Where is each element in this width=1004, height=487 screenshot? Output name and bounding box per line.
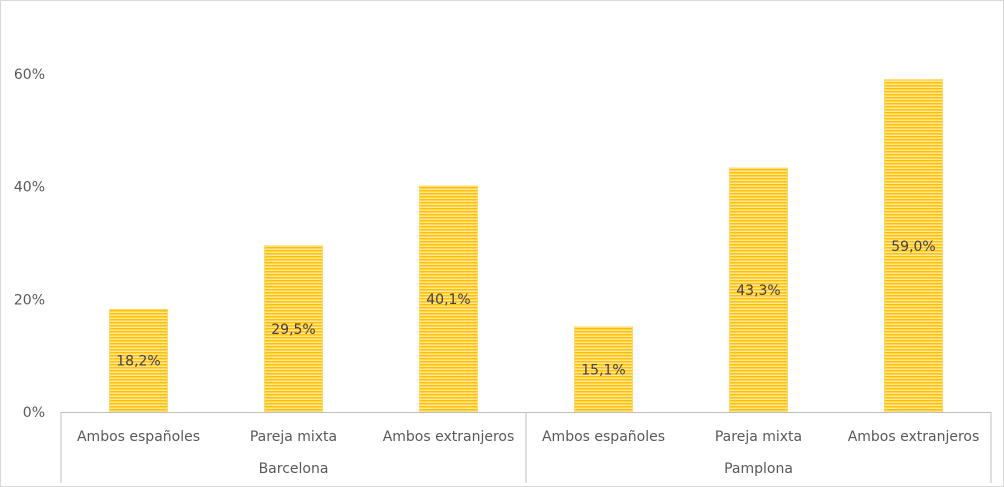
- x-tick-label: Ambos españoles: [77, 429, 200, 445]
- group-label: Barcelona: [259, 461, 329, 477]
- bar: [884, 79, 943, 413]
- x-tick-label: Ambos españoles: [542, 429, 665, 445]
- bar: [419, 185, 478, 413]
- y-tick-label: 60%: [14, 67, 45, 83]
- y-tick-label: 20%: [14, 292, 45, 308]
- data-label: 29,5%: [271, 322, 315, 338]
- data-label: 59,0%: [891, 239, 935, 255]
- bar: [264, 245, 323, 413]
- y-tick-label: 40%: [14, 180, 45, 196]
- x-tick-label: Pareja mixta: [250, 429, 337, 445]
- data-label: 43,3%: [736, 283, 780, 299]
- y-tick-label: 0%: [23, 405, 45, 421]
- bar: [109, 308, 168, 413]
- x-tick-label: Ambos extranjeros: [848, 429, 980, 445]
- x-tick-label: Pareja mixta: [715, 429, 802, 445]
- data-label: 40,1%: [426, 292, 470, 308]
- group-label: Pamplona: [724, 461, 793, 477]
- bar: [574, 326, 633, 413]
- data-label: 15,1%: [581, 362, 625, 378]
- bar: [729, 167, 788, 413]
- data-label: 18,2%: [116, 354, 160, 370]
- x-tick-label: Ambos extranjeros: [383, 429, 515, 445]
